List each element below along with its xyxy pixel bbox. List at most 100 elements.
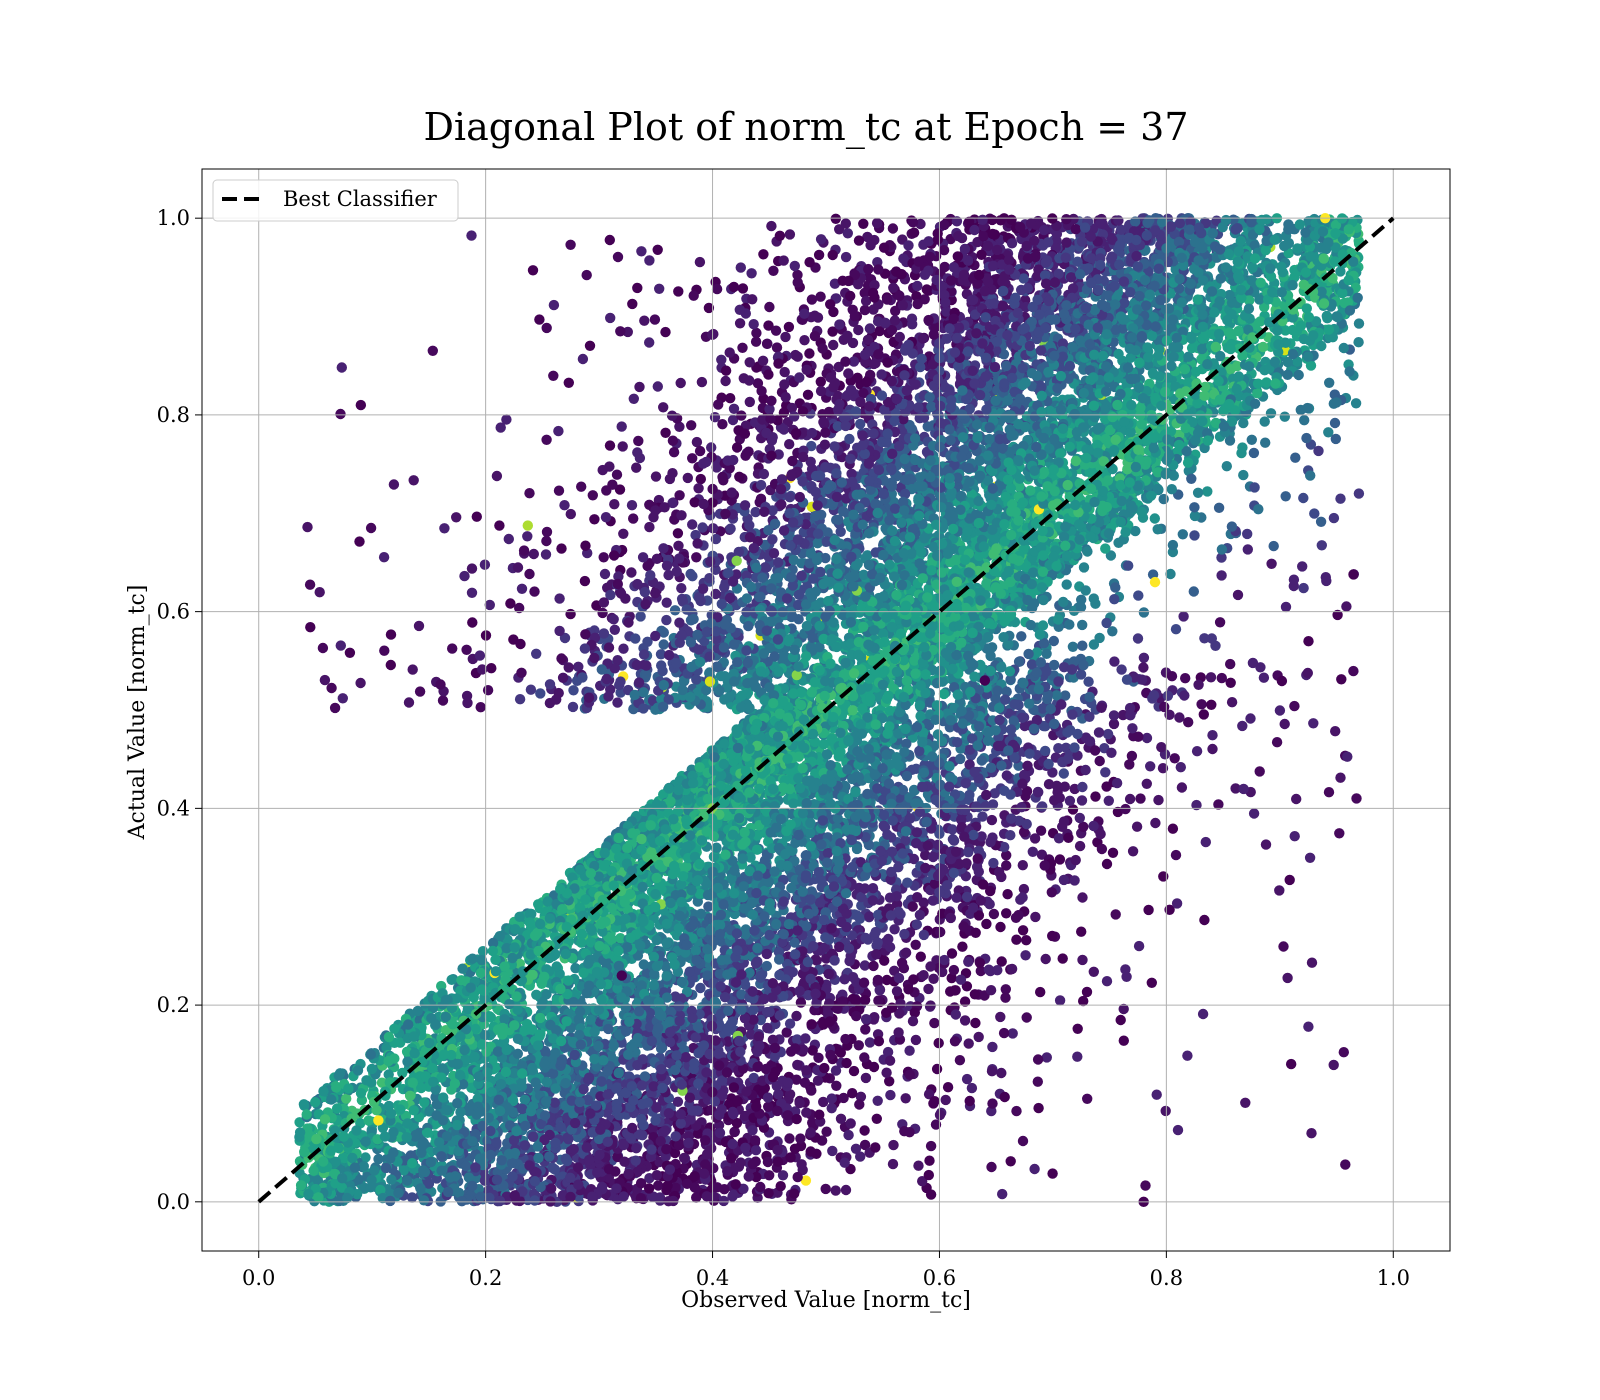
scatter-point [821,1126,832,1137]
scatter-point [559,500,570,511]
scatter-point [605,312,616,324]
scatter-point [1164,904,1175,915]
scatter-point [482,685,494,696]
scatter-point [998,349,1010,360]
scatter-point [1216,570,1227,581]
scatter-point [570,963,581,974]
scatter-point [1289,700,1300,712]
scatter-point [354,536,365,547]
scatter-point [335,640,346,651]
scatter-point [1306,1128,1317,1139]
scatter-point [777,1170,789,1181]
scatter-point [864,1037,876,1048]
scatter-point [925,1189,937,1200]
scatter-point [737,342,748,353]
scatter-point [628,393,639,404]
scatter-point [1040,745,1051,757]
scatter-point [855,1151,866,1162]
scatter-point [868,960,879,972]
scatter-point [1047,1168,1058,1179]
scatter-point [1000,984,1011,995]
scatter-point [1001,850,1012,861]
scatter-point [514,694,526,705]
scatter-point [1240,1097,1251,1109]
scatter-point [514,602,525,614]
scatter-point [676,583,687,594]
scatter-point [580,629,591,640]
scatter-point [535,688,546,699]
scatter-point [1175,762,1187,773]
scatter-point [565,608,576,620]
scatter-point [860,1014,872,1025]
scatter-point [706,442,717,453]
scatter-point [1130,525,1141,537]
scatter-point [889,924,900,935]
scatter-point [728,403,740,414]
scatter-point [804,257,815,268]
scatter-point [614,484,626,495]
scatter-point [1133,590,1144,601]
scatter-point [762,1156,774,1168]
scatter-point [652,381,663,392]
scatter-point [556,543,567,554]
scatter-point [632,282,643,294]
scatter-point [997,1188,1008,1200]
scatter-point [553,485,565,496]
scatter-point [1225,677,1236,688]
scatter-point [807,1117,818,1128]
scatter-point [948,835,960,846]
scatter-point [1007,1028,1018,1039]
scatter-point [729,1126,740,1138]
scatter-point [954,1055,966,1066]
scatter-point [650,471,662,482]
scatter-point [1035,825,1047,836]
scatter-point [1274,885,1285,896]
scatter-point [344,647,356,658]
scatter-point [618,528,629,539]
scatter-point [784,439,795,450]
scatter-point [725,523,736,534]
scatter-point [751,327,762,339]
scatter-point [923,1089,935,1100]
scatter-point [812,538,823,549]
scatter-point [703,901,714,912]
scatter-point [314,587,325,598]
scatter-point [1053,743,1064,754]
scatter-point [1298,492,1309,504]
scatter-point [1177,529,1189,540]
scatter-point [1083,676,1094,687]
scatter-point [373,1153,384,1165]
scatter-point [317,642,329,654]
scatter-point [597,464,608,476]
scatter-point [611,469,623,480]
scatter-point [806,440,817,452]
scatter-point [1338,342,1350,354]
scatter-point [750,506,761,518]
scatter-point [672,528,684,539]
scatter-point [868,1014,879,1025]
scatter-point [887,1158,899,1170]
scatter-point [882,1046,894,1058]
scatter-point [529,586,540,597]
scatter-point [1081,986,1093,998]
scatter-point [859,960,871,971]
scatter-point [792,277,803,288]
scatter-point [1205,672,1217,683]
scatter-point [1058,768,1070,779]
scatter-point [858,218,869,229]
scatter-point [959,1015,971,1026]
scatter-point [612,697,623,708]
scatter-point [1116,664,1127,675]
scatter-point [985,985,997,996]
scatter-point [675,377,686,389]
scatter-point [1188,586,1200,597]
scatter-point [548,299,560,311]
scatter-point [876,369,887,380]
scatter-point [1125,352,1136,363]
scatter-point [887,223,899,234]
scatter-point [1303,636,1314,647]
scatter-point [694,256,706,268]
scatter-point [305,622,316,633]
scatter-point [1090,791,1101,802]
scatter-point [1076,926,1087,937]
